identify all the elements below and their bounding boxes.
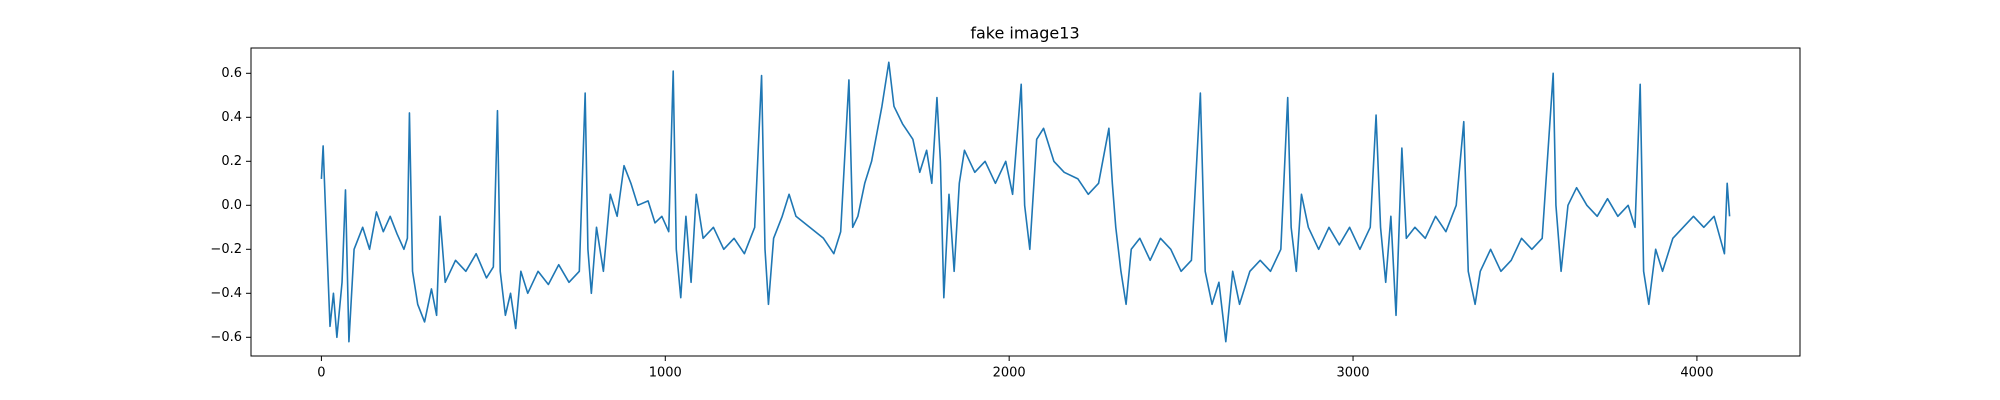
plot-frame bbox=[250, 47, 1801, 357]
x-tick-label: 1000 bbox=[649, 366, 682, 381]
x-tick-label: 3000 bbox=[1336, 366, 1369, 381]
x-tick-label: 2000 bbox=[993, 366, 1026, 381]
chart-title: fake image13 bbox=[970, 24, 1079, 43]
y-tick-label: 0.2 bbox=[221, 154, 242, 169]
y-tick-label: −0.6 bbox=[210, 330, 242, 345]
y-tick-label: −0.2 bbox=[210, 242, 242, 257]
x-tick-label: 0 bbox=[317, 366, 325, 381]
data-line bbox=[320, 61, 1731, 343]
y-tick-label: 0.6 bbox=[221, 66, 242, 81]
x-tick-label: 4000 bbox=[1680, 366, 1713, 381]
y-tick-label: 0.4 bbox=[221, 110, 242, 125]
y-tick-label: −0.4 bbox=[210, 286, 242, 301]
y-tick-label: 0.0 bbox=[221, 198, 242, 213]
